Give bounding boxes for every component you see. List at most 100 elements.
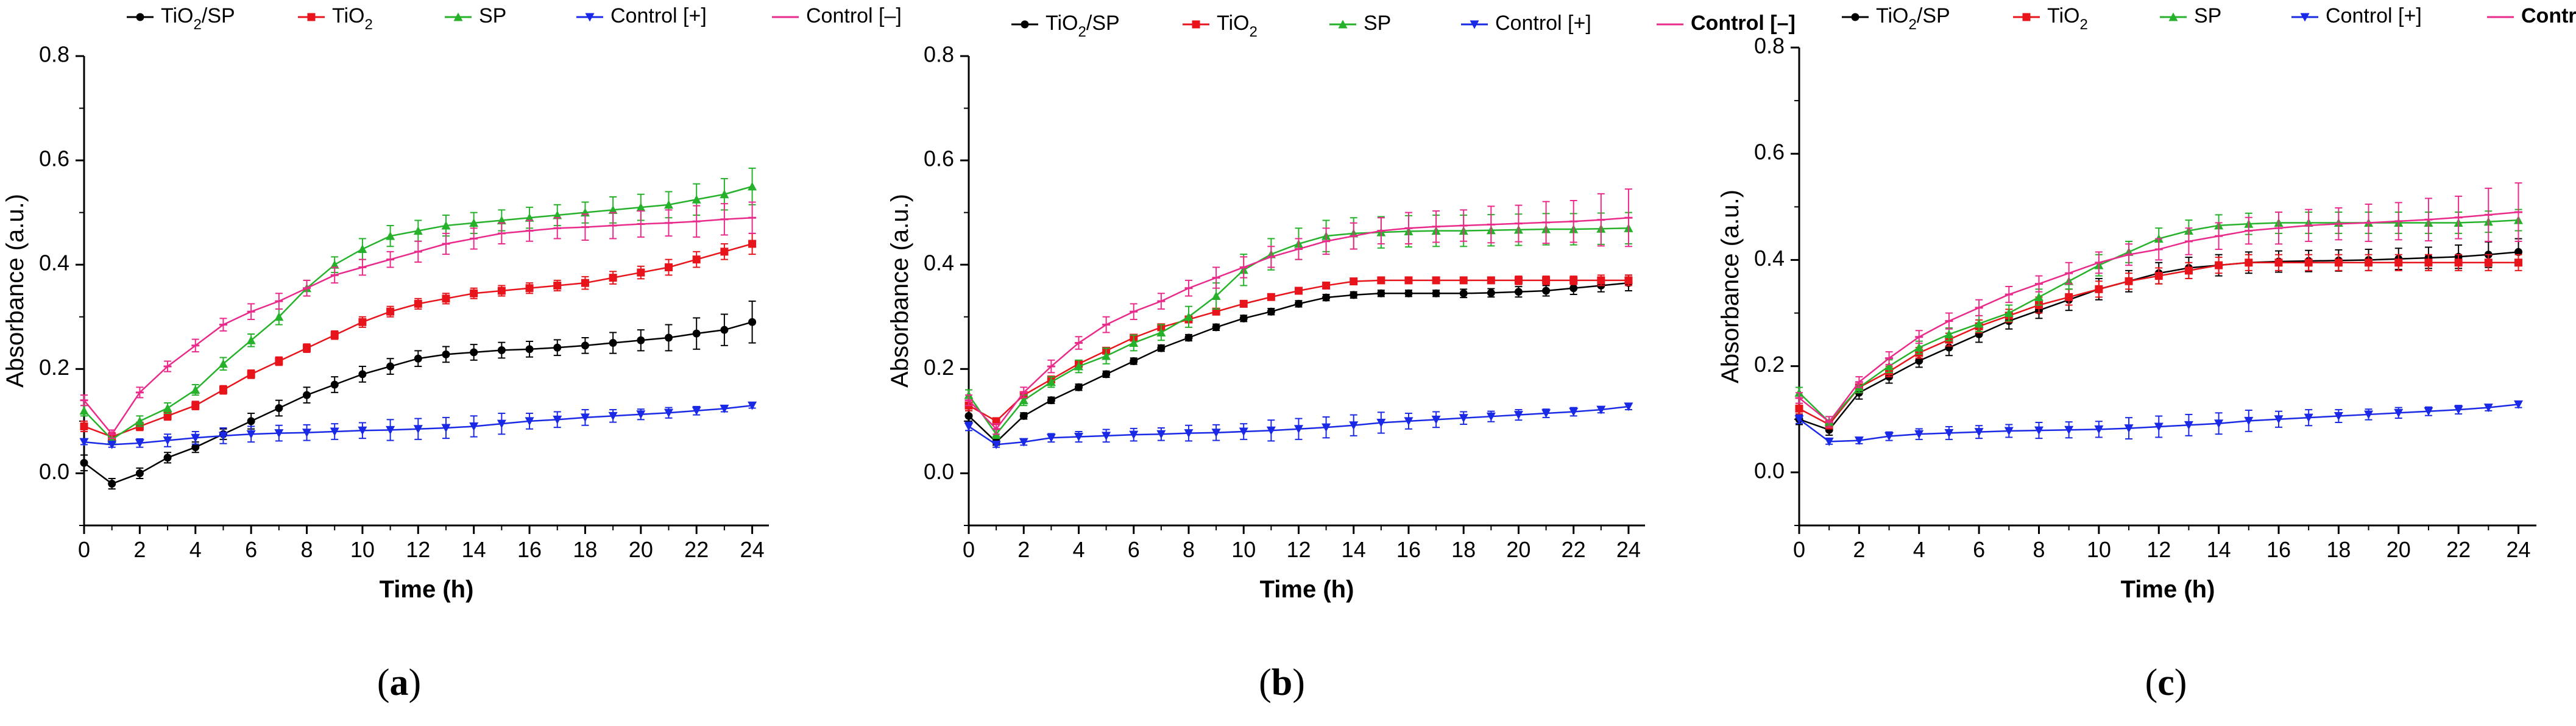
data-point (525, 213, 534, 222)
data-point (748, 401, 757, 410)
data-point (1824, 437, 1834, 446)
data-point (275, 357, 283, 365)
data-point (275, 404, 283, 412)
x-tick-label: 18 (2326, 537, 2351, 562)
data-point (2424, 407, 2433, 416)
data-point (1944, 329, 1954, 338)
data-point (303, 344, 311, 352)
data-point (748, 182, 757, 191)
legend-label: Control [–] (806, 4, 902, 27)
y-tick-label: 0.6 (1754, 140, 1785, 165)
x-tick-label: 4 (1913, 537, 1925, 562)
data-point (442, 350, 450, 358)
data-point (497, 286, 506, 295)
data-point (1349, 421, 1359, 430)
x-tick-label: 10 (2087, 537, 2111, 562)
series-control (79, 401, 757, 449)
x-tick-label: 18 (1451, 537, 1476, 562)
data-point (1569, 276, 1578, 285)
data-point (1019, 396, 1028, 405)
x-tick-label: 24 (2506, 537, 2530, 562)
data-point (1322, 423, 1331, 432)
legend-marker (1851, 13, 1859, 21)
data-point (191, 385, 200, 394)
y-tick-label: 0.4 (39, 251, 69, 276)
data-point (1487, 288, 1495, 297)
data-point (1293, 425, 1303, 434)
data-point (386, 362, 395, 371)
legend-label: SP (1364, 12, 1391, 35)
data-point (1514, 288, 1523, 296)
data-point (1915, 357, 1923, 365)
data-point (218, 432, 228, 441)
data-point (2454, 258, 2463, 267)
data-point (163, 454, 172, 462)
series-line (1799, 262, 2519, 426)
data-point (330, 260, 339, 269)
data-point (330, 380, 339, 389)
data-point (414, 354, 422, 363)
data-point (665, 263, 673, 271)
data-point (497, 419, 506, 429)
x-axis-label: Time (h) (380, 576, 474, 603)
data-point (2245, 258, 2253, 267)
data-point (469, 422, 479, 431)
data-point (163, 436, 172, 446)
legend-label: TiO2 (332, 4, 373, 33)
x-tick-label: 14 (1342, 537, 1366, 562)
data-point (442, 294, 450, 303)
data-point (609, 274, 617, 282)
y-tick-label: 0.4 (924, 251, 954, 276)
series-line (83, 321, 752, 485)
data-point (135, 469, 144, 477)
data-point (1184, 333, 1193, 342)
data-point (470, 348, 478, 357)
legend-label: SP (2194, 4, 2221, 27)
data-point (1157, 344, 1166, 352)
data-point (1542, 286, 1551, 295)
data-point (191, 433, 200, 443)
data-point (1459, 276, 1468, 285)
x-tick-label: 4 (189, 537, 202, 562)
x-tick-label: 24 (1616, 537, 1641, 562)
data-point (1019, 438, 1028, 447)
x-tick-label: 0 (963, 537, 975, 562)
x-tick-label: 24 (740, 537, 765, 562)
data-point (1487, 276, 1495, 285)
data-point (2125, 277, 2133, 285)
x-tick-label: 2 (1853, 537, 1865, 562)
data-point (1542, 276, 1551, 285)
data-point (1431, 415, 1441, 424)
data-point (413, 226, 423, 235)
data-point (1514, 276, 1523, 285)
data-point (2004, 308, 2014, 318)
x-tick-label: 2 (133, 537, 146, 562)
data-point (497, 216, 506, 224)
caption-a: (a) (377, 662, 422, 703)
data-point (108, 480, 116, 488)
data-point (219, 386, 227, 394)
legend-marker (453, 12, 463, 21)
x-tick-label: 18 (573, 537, 597, 562)
data-point (1944, 429, 1954, 438)
data-point (637, 336, 645, 344)
data-point (1569, 284, 1578, 293)
data-point (1211, 291, 1221, 301)
y-tick-label: 0.4 (1754, 246, 1785, 271)
data-point (163, 404, 172, 412)
y-tick-label: 0.8 (1754, 34, 1785, 59)
data-point (1267, 293, 1275, 301)
data-point (413, 425, 423, 434)
data-point (1156, 430, 1166, 439)
data-point (2154, 422, 2164, 432)
data-point (1974, 319, 1984, 328)
data-point (386, 425, 395, 435)
legend-label: TiO2/SP (161, 4, 235, 33)
data-point (692, 255, 701, 264)
data-point (2215, 261, 2223, 269)
data-point (1377, 276, 1385, 285)
data-point (330, 427, 339, 436)
data-point (2304, 413, 2313, 422)
data-point (525, 417, 534, 426)
data-point (414, 299, 422, 308)
